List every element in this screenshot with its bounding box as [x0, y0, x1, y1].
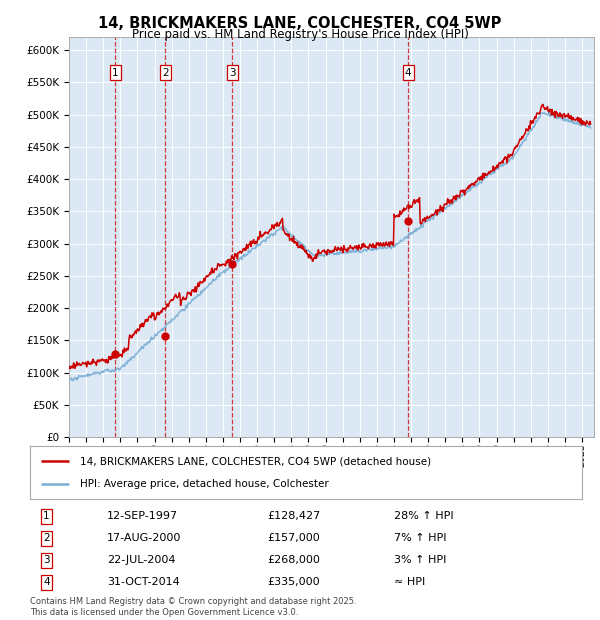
- Text: 14, BRICKMAKERS LANE, COLCHESTER, CO4 5WP: 14, BRICKMAKERS LANE, COLCHESTER, CO4 5W…: [98, 16, 502, 30]
- Text: 12-SEP-1997: 12-SEP-1997: [107, 512, 178, 521]
- Text: 1: 1: [112, 68, 118, 78]
- Text: 31-OCT-2014: 31-OCT-2014: [107, 577, 180, 587]
- Text: Price paid vs. HM Land Registry's House Price Index (HPI): Price paid vs. HM Land Registry's House …: [131, 28, 469, 41]
- Text: 3: 3: [43, 556, 50, 565]
- Text: £335,000: £335,000: [268, 577, 320, 587]
- Text: 3: 3: [229, 68, 236, 78]
- Text: 3% ↑ HPI: 3% ↑ HPI: [394, 556, 446, 565]
- Text: 1: 1: [43, 512, 50, 521]
- Text: 4: 4: [405, 68, 412, 78]
- Text: 4: 4: [43, 577, 50, 587]
- Text: HPI: Average price, detached house, Colchester: HPI: Average price, detached house, Colc…: [80, 479, 328, 489]
- Text: ≈ HPI: ≈ HPI: [394, 577, 425, 587]
- Text: 2: 2: [162, 68, 169, 78]
- Text: 22-JUL-2004: 22-JUL-2004: [107, 556, 176, 565]
- Text: £268,000: £268,000: [268, 556, 320, 565]
- Text: 2: 2: [43, 533, 50, 543]
- Text: 7% ↑ HPI: 7% ↑ HPI: [394, 533, 447, 543]
- Text: 28% ↑ HPI: 28% ↑ HPI: [394, 512, 454, 521]
- Text: £128,427: £128,427: [268, 512, 320, 521]
- Text: 14, BRICKMAKERS LANE, COLCHESTER, CO4 5WP (detached house): 14, BRICKMAKERS LANE, COLCHESTER, CO4 5W…: [80, 456, 431, 466]
- Text: 17-AUG-2000: 17-AUG-2000: [107, 533, 182, 543]
- Text: £157,000: £157,000: [268, 533, 320, 543]
- Text: Contains HM Land Registry data © Crown copyright and database right 2025.
This d: Contains HM Land Registry data © Crown c…: [30, 598, 356, 617]
